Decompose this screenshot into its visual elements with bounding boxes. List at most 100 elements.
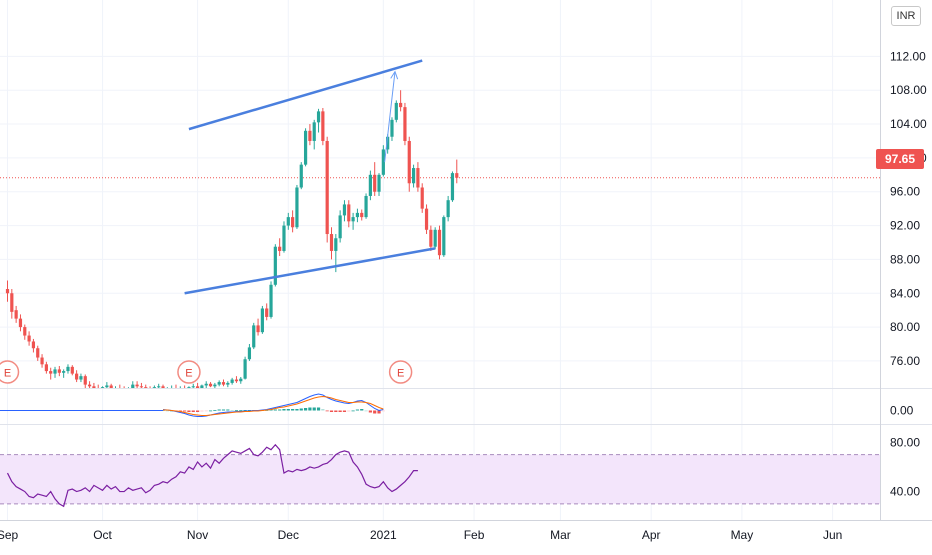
candle[interactable] (291, 210, 295, 233)
candle[interactable] (351, 212, 355, 230)
candle[interactable] (27, 331, 31, 346)
candle[interactable] (394, 100, 398, 123)
candle[interactable] (407, 136, 411, 192)
candle[interactable] (403, 102, 407, 146)
currency-button[interactable]: INR (891, 6, 921, 26)
candle[interactable] (187, 386, 191, 392)
candle[interactable] (278, 238, 282, 257)
candle[interactable] (97, 384, 100, 393)
candle[interactable] (411, 164, 416, 188)
candle[interactable] (273, 244, 277, 287)
candle[interactable] (213, 382, 217, 389)
candle[interactable] (114, 386, 117, 394)
candle[interactable] (191, 383, 195, 390)
macd-signal-line[interactable] (163, 395, 384, 416)
candle[interactable] (429, 225, 433, 251)
candle[interactable] (221, 379, 226, 387)
candle[interactable] (66, 364, 70, 374)
candle[interactable] (5, 280, 10, 302)
candle[interactable] (450, 171, 455, 202)
candle[interactable] (265, 303, 269, 321)
candle[interactable] (252, 322, 256, 350)
candle[interactable] (179, 386, 182, 393)
channel-upper-line[interactable] (188, 59, 423, 131)
candle[interactable] (83, 374, 87, 388)
candle[interactable] (40, 354, 44, 368)
rsi-pane[interactable] (6, 443, 418, 508)
candle[interactable] (364, 193, 368, 219)
candle[interactable] (161, 384, 165, 393)
candle[interactable] (23, 324, 27, 340)
candle[interactable] (338, 210, 342, 243)
earnings-marker[interactable]: E (0, 360, 20, 384)
candle[interactable] (303, 128, 308, 167)
candle[interactable] (355, 208, 360, 223)
candle[interactable] (208, 382, 213, 388)
candle[interactable] (135, 381, 139, 388)
candle[interactable] (437, 225, 442, 260)
candle[interactable] (295, 184, 299, 229)
candle[interactable] (433, 227, 437, 250)
candle[interactable] (442, 215, 446, 257)
candle[interactable] (325, 136, 329, 243)
candle[interactable] (44, 361, 48, 374)
candle[interactable] (131, 381, 135, 390)
candle[interactable] (373, 162, 377, 196)
candle[interactable] (123, 386, 126, 394)
candle[interactable] (14, 305, 18, 323)
candle[interactable] (424, 204, 429, 235)
candle[interactable] (308, 124, 312, 146)
candle[interactable] (247, 344, 252, 361)
candle[interactable] (239, 377, 243, 384)
candle[interactable] (282, 221, 286, 253)
candle[interactable] (260, 305, 264, 334)
candle[interactable] (157, 383, 161, 391)
candle[interactable] (377, 173, 381, 196)
candle[interactable] (390, 117, 394, 141)
candle[interactable] (144, 384, 148, 392)
candle[interactable] (49, 367, 53, 380)
channel-lower-line[interactable] (184, 247, 436, 295)
candle[interactable] (10, 289, 14, 319)
candle[interactable] (139, 382, 144, 390)
candle[interactable] (299, 162, 303, 190)
candle[interactable] (381, 145, 385, 177)
candle[interactable] (321, 107, 325, 146)
candle[interactable] (204, 381, 208, 388)
candle[interactable] (416, 162, 420, 192)
candle[interactable] (92, 382, 96, 391)
candle[interactable] (243, 356, 247, 380)
candle[interactable] (217, 380, 221, 387)
candle[interactable] (316, 108, 321, 133)
candle[interactable] (360, 209, 364, 221)
candle[interactable] (399, 90, 403, 112)
candle[interactable] (100, 386, 105, 393)
candle[interactable] (312, 119, 316, 150)
candle[interactable] (87, 381, 92, 390)
candle[interactable] (31, 338, 36, 353)
candle[interactable] (234, 376, 239, 383)
candle[interactable] (347, 200, 351, 228)
candle[interactable] (200, 384, 204, 391)
candle[interactable] (152, 385, 156, 393)
candle[interactable] (446, 195, 450, 222)
candle[interactable] (286, 212, 290, 230)
candle[interactable] (57, 366, 61, 377)
candle[interactable] (75, 370, 79, 383)
candle[interactable] (455, 159, 459, 184)
candle[interactable] (18, 314, 23, 332)
candle[interactable] (36, 345, 40, 361)
candle[interactable] (256, 318, 260, 336)
earnings-marker[interactable]: E (388, 360, 413, 384)
candle[interactable] (105, 382, 109, 390)
projection-arrow-line[interactable] (384, 71, 396, 163)
candle[interactable] (230, 377, 234, 385)
candle[interactable] (109, 383, 113, 392)
candle[interactable] (183, 385, 186, 391)
candle[interactable] (368, 170, 372, 201)
earnings-marker[interactable]: E (177, 360, 201, 384)
macd-pane[interactable] (0, 393, 385, 417)
